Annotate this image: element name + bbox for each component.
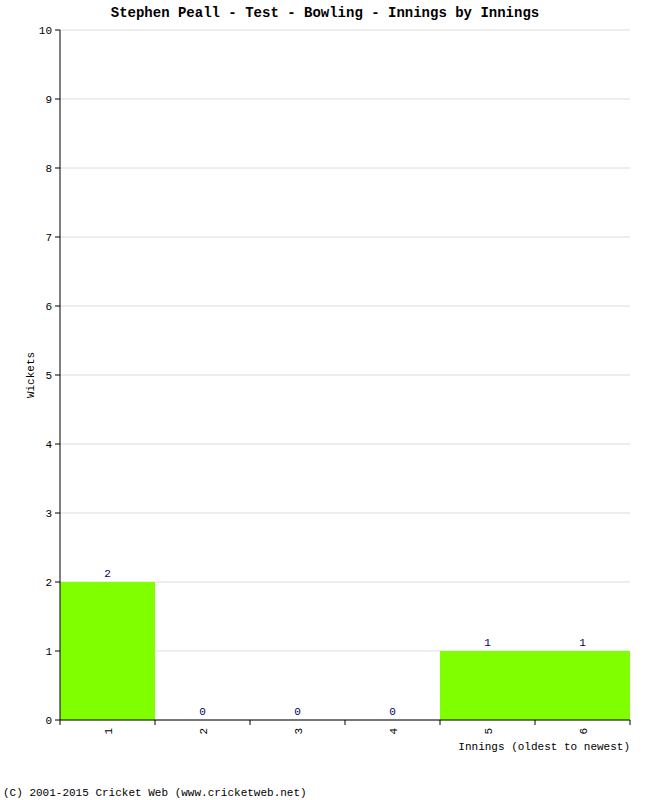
y-tick-label: 7 bbox=[45, 232, 52, 244]
x-tick-label: 5 bbox=[483, 728, 495, 735]
x-tick-label: 2 bbox=[198, 728, 210, 735]
y-tick bbox=[55, 30, 60, 31]
chart: 0 1 2 3 4 5 6 7 8 9 10 2 0 0 0 1 1 1 2 3 4 5 6 Stephen Peall - … bbox=[0, 0, 650, 800]
y-axis-label: Wickets bbox=[25, 352, 37, 398]
x-tick bbox=[60, 720, 61, 725]
grid-line bbox=[60, 99, 630, 100]
bar bbox=[60, 582, 155, 720]
y-tick bbox=[55, 582, 60, 583]
y-tick bbox=[55, 375, 60, 376]
y-tick-label: 0 bbox=[45, 715, 52, 727]
x-tick bbox=[630, 720, 631, 725]
grid-line bbox=[60, 237, 630, 238]
x-tick bbox=[155, 720, 156, 725]
x-tick bbox=[440, 720, 441, 725]
y-tick bbox=[55, 99, 60, 100]
data-label: 0 bbox=[199, 706, 206, 718]
x-tick-label: 4 bbox=[388, 728, 400, 735]
x-axis-label: Innings (oldest to newest) bbox=[458, 741, 630, 753]
x-tick-label: 6 bbox=[578, 728, 590, 735]
data-label: 0 bbox=[389, 706, 396, 718]
bar bbox=[440, 651, 535, 720]
y-tick-label: 1 bbox=[45, 646, 52, 658]
chart-root: 0 1 2 3 4 5 6 7 8 9 10 2 0 0 0 1 1 1 2 3 4 5 6 Stephen Peall - … bbox=[0, 0, 650, 800]
background bbox=[0, 0, 650, 800]
y-tick-label: 10 bbox=[39, 25, 52, 37]
grid-line bbox=[60, 30, 630, 31]
grid-line bbox=[60, 375, 630, 376]
bar bbox=[535, 651, 630, 720]
grid-line bbox=[60, 306, 630, 307]
x-tick-label: 3 bbox=[293, 728, 305, 735]
y-tick-label: 5 bbox=[45, 370, 52, 382]
grid-line bbox=[60, 444, 630, 445]
grid-line bbox=[60, 168, 630, 169]
y-tick bbox=[55, 651, 60, 652]
y-axis bbox=[60, 30, 61, 720]
grid-line bbox=[60, 513, 630, 514]
title: Stephen Peall - Test - Bowling - Innings… bbox=[111, 5, 539, 21]
data-label: 0 bbox=[294, 706, 301, 718]
y-tick-label: 6 bbox=[45, 301, 52, 313]
y-tick bbox=[55, 444, 60, 445]
y-tick bbox=[55, 168, 60, 169]
footer: (C) 2001-2015 Cricket Web (www.cricketwe… bbox=[3, 787, 307, 799]
x-tick-label: 1 bbox=[103, 728, 115, 735]
x-tick bbox=[250, 720, 251, 725]
y-tick bbox=[55, 720, 60, 721]
y-tick-label: 2 bbox=[45, 577, 52, 589]
y-tick-label: 8 bbox=[45, 163, 52, 175]
y-tick-label: 9 bbox=[45, 94, 52, 106]
y-tick bbox=[55, 306, 60, 307]
data-label: 2 bbox=[104, 568, 111, 580]
bars bbox=[60, 582, 630, 720]
y-tick bbox=[55, 237, 60, 238]
data-label: 1 bbox=[579, 637, 586, 649]
x-tick bbox=[345, 720, 346, 725]
y-tick-label: 3 bbox=[45, 508, 52, 520]
y-tick-label: 4 bbox=[45, 439, 52, 451]
y-tick bbox=[55, 513, 60, 514]
data-label: 1 bbox=[484, 637, 491, 649]
x-tick bbox=[535, 720, 536, 725]
